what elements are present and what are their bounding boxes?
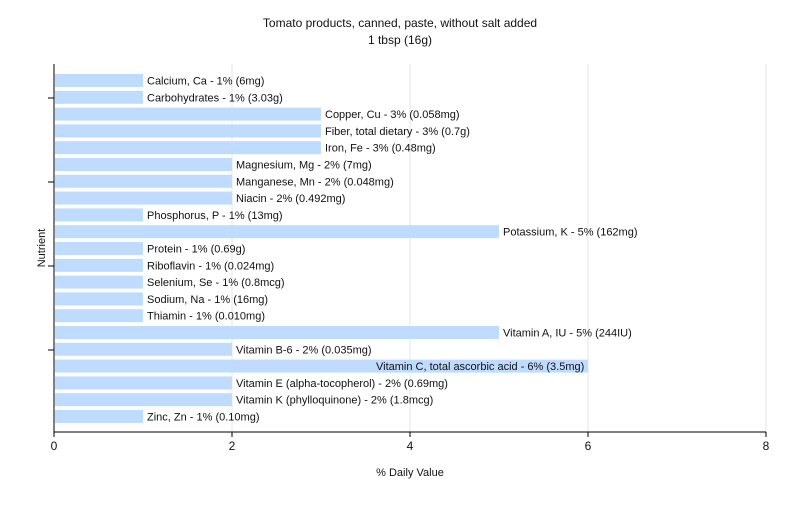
bar-label: Selenium, Se - 1% (0.8mcg) [147, 277, 285, 289]
chart-title: Tomato products, canned, paste, without … [263, 16, 537, 30]
bar-label: Calcium, Ca - 1% (6mg) [147, 76, 264, 88]
bar-label: Magnesium, Mg - 2% (7mg) [236, 160, 372, 172]
bar [55, 141, 321, 155]
bar [55, 225, 499, 239]
bar-label: Carbohydrates - 1% (3.03g) [147, 92, 283, 104]
bar-label: Vitamin K (phylloquinone) - 2% (1.8mcg) [236, 395, 433, 407]
bar-label: Iron, Fe - 3% (0.48mg) [325, 143, 436, 155]
bar [55, 158, 232, 171]
bar-label: Phosphorus, P - 1% (13mg) [147, 210, 283, 222]
bar-label: Vitamin C, total ascorbic acid - 6% (3.5… [376, 361, 584, 373]
bar [55, 410, 143, 423]
bar-labels: Calcium, Ca - 1% (6mg) Carbohydrates - 1%… [147, 76, 638, 424]
bar-label: Sodium, Na - 1% (16mg) [147, 294, 268, 306]
bar-label: Vitamin B-6 - 2% (0.035mg) [236, 344, 372, 356]
x-tick-label: 2 [229, 439, 236, 453]
bars [55, 74, 588, 423]
bar [55, 275, 143, 289]
bar [55, 359, 588, 373]
bar-label: Niacin - 2% (0.492mg) [236, 193, 345, 205]
y-axis-label: Nutrient [36, 229, 48, 268]
bar [55, 107, 321, 121]
bar-label: Protein - 1% (0.69g) [147, 244, 245, 256]
bar [55, 393, 232, 407]
bar [55, 309, 143, 323]
bar-label: Fiber, total dietary - 3% (0.7g) [325, 126, 470, 138]
bar [55, 124, 321, 138]
axes: 0 2 4 6 8 [48, 64, 770, 453]
bar-label: Potassium, K - 5% (162mg) [503, 227, 638, 239]
bar [55, 342, 232, 356]
bar-label: Riboflavin - 1% (0.024mg) [147, 260, 274, 272]
bar-label: Thiamin - 1% (0.010mg) [147, 311, 265, 323]
bar [55, 90, 143, 104]
bar-label: Vitamin A, IU - 5% (244IU) [503, 328, 632, 340]
bar [55, 208, 143, 222]
bar [55, 74, 143, 87]
bar-label: Zinc, Zn - 1% (0.10mg) [147, 412, 259, 424]
bar [55, 174, 232, 188]
bar [55, 292, 143, 306]
bar [55, 258, 143, 272]
x-tick-label: 8 [763, 439, 770, 453]
bar [55, 326, 499, 339]
chart-subtitle: 1 tbsp (16g) [368, 33, 432, 47]
bar [55, 191, 232, 205]
bar [55, 242, 143, 255]
x-tick-label: 4 [407, 439, 414, 453]
x-tick-label: 0 [51, 439, 58, 453]
x-axis-label: % Daily Value [376, 467, 444, 479]
bar-label: Vitamin E (alpha-tocopherol) - 2% (0.69m… [236, 378, 448, 390]
x-tick-label: 6 [585, 439, 592, 453]
bar-label: Copper, Cu - 3% (0.058mg) [325, 109, 460, 121]
bar-label: Manganese, Mn - 2% (0.048mg) [236, 176, 394, 188]
bar [55, 376, 232, 390]
